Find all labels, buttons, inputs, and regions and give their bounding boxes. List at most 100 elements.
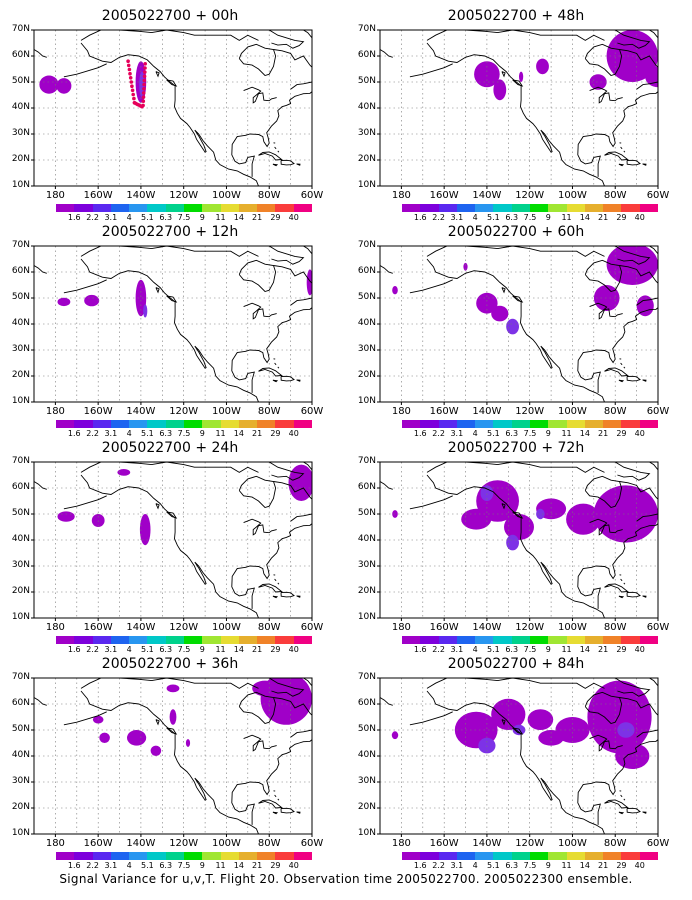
coastline bbox=[577, 739, 658, 825]
colorbar-swatch bbox=[92, 420, 111, 428]
colorbar-label: 40 bbox=[288, 213, 299, 222]
colorbar-label: 2.2 bbox=[432, 429, 445, 438]
x-tick-label: 160W bbox=[429, 406, 459, 417]
colorbar-label: 3.1 bbox=[104, 645, 118, 654]
y-tick-label: 40N bbox=[357, 318, 376, 328]
coastline bbox=[409, 63, 453, 78]
coastline bbox=[660, 510, 668, 520]
colorbar-swatch bbox=[220, 852, 239, 860]
x-tick-label: 60W bbox=[646, 622, 670, 633]
x-tick-label: 120W bbox=[515, 622, 545, 633]
variance-region bbox=[84, 294, 100, 307]
colorbar-swatch bbox=[475, 204, 494, 212]
y-tick-label: 10N bbox=[357, 180, 376, 190]
colorbar-label: 29 bbox=[616, 645, 627, 654]
colorbar-label: 3.1 bbox=[450, 429, 464, 438]
colorbar-label: 4 bbox=[472, 213, 478, 222]
colorbar-label: 7.5 bbox=[177, 213, 191, 222]
y-tick-label: 60N bbox=[11, 50, 30, 60]
colorbar-swatch bbox=[147, 420, 166, 428]
coastline bbox=[80, 246, 259, 257]
x-tick-label: 120W bbox=[169, 190, 199, 201]
y-tick-label: 10N bbox=[357, 612, 376, 622]
coastline bbox=[238, 43, 277, 77]
x-tick-label: 60W bbox=[300, 838, 324, 849]
colorbar-label: 3.1 bbox=[450, 213, 464, 222]
y-tick-label: 50N bbox=[11, 76, 30, 86]
colorbar-swatch bbox=[511, 636, 530, 644]
flight-track-point bbox=[126, 63, 131, 68]
coastline bbox=[303, 30, 312, 39]
coastline bbox=[426, 462, 605, 473]
coastline bbox=[584, 691, 623, 725]
flight-track-point bbox=[141, 103, 145, 108]
colorbar-swatch bbox=[456, 852, 476, 860]
x-tick-label: 120W bbox=[169, 622, 199, 633]
colorbar-swatch bbox=[456, 204, 476, 212]
colorbar-swatch bbox=[56, 204, 75, 212]
x-tick-label: 160W bbox=[83, 406, 113, 417]
variance-region bbox=[185, 739, 191, 747]
coastline bbox=[258, 799, 283, 809]
flight-track-point bbox=[142, 78, 147, 83]
colorbar-swatch bbox=[147, 204, 166, 212]
panel-title: 2005022700 + 48h bbox=[447, 8, 585, 24]
colorbar bbox=[56, 852, 312, 860]
coastline bbox=[296, 379, 301, 382]
colorbar-swatch bbox=[566, 204, 585, 212]
colorbar-label: 21 bbox=[598, 429, 609, 438]
colorbar-label: 5.1 bbox=[141, 429, 154, 438]
variance-region bbox=[506, 534, 519, 551]
colorbar-label: 29 bbox=[270, 429, 281, 438]
colorbar-swatch bbox=[493, 420, 512, 428]
variance-region bbox=[506, 318, 519, 335]
coastline bbox=[589, 86, 623, 104]
colorbar-swatch bbox=[621, 636, 640, 644]
colorbar-swatch bbox=[147, 852, 166, 860]
map-svg bbox=[377, 245, 659, 405]
coastline bbox=[296, 811, 301, 814]
colorbar-swatch bbox=[56, 636, 75, 644]
colorbar-label: 11 bbox=[215, 213, 226, 222]
y-tick-label: 50N bbox=[357, 76, 376, 86]
flight-track-point bbox=[141, 95, 146, 99]
colorbar-label: 11 bbox=[215, 645, 226, 654]
x-tick-label: 60W bbox=[300, 622, 324, 633]
colorbar-swatch bbox=[110, 420, 130, 428]
coastline bbox=[258, 151, 283, 161]
coastline bbox=[618, 595, 625, 599]
coastline bbox=[426, 42, 606, 186]
y-tick-label: 70N bbox=[11, 672, 30, 682]
colorbar-label: 21 bbox=[598, 861, 609, 870]
colorbar-label: 21 bbox=[252, 645, 263, 654]
coastline bbox=[280, 591, 295, 598]
coastline bbox=[274, 146, 277, 150]
variance-region bbox=[57, 297, 71, 307]
coastline bbox=[243, 734, 277, 752]
colorbar-swatch bbox=[548, 204, 567, 212]
colorbar-label: 29 bbox=[270, 861, 281, 870]
x-tick-label: 60W bbox=[646, 190, 670, 201]
coastline bbox=[273, 265, 312, 306]
coastline bbox=[626, 807, 641, 814]
coastline bbox=[166, 295, 178, 303]
x-tick-label: 120W bbox=[515, 406, 545, 417]
coastline bbox=[426, 258, 606, 402]
coastline bbox=[280, 375, 295, 382]
colorbar-swatch bbox=[584, 204, 604, 212]
coastline bbox=[231, 307, 312, 393]
variance-region bbox=[306, 269, 312, 296]
coastline bbox=[618, 379, 625, 383]
map-area bbox=[31, 29, 313, 189]
colorbar-swatch bbox=[639, 420, 658, 428]
x-tick-label: 100W bbox=[211, 406, 241, 417]
coastline bbox=[620, 146, 623, 150]
x-tick-label: 160W bbox=[429, 190, 459, 201]
colorbar-swatch bbox=[402, 204, 421, 212]
coastline bbox=[660, 294, 668, 304]
map-svg bbox=[377, 461, 659, 621]
variance-region bbox=[139, 514, 151, 546]
colorbar-label: 40 bbox=[288, 645, 299, 654]
coastline bbox=[623, 798, 626, 801]
coastline bbox=[231, 739, 312, 825]
